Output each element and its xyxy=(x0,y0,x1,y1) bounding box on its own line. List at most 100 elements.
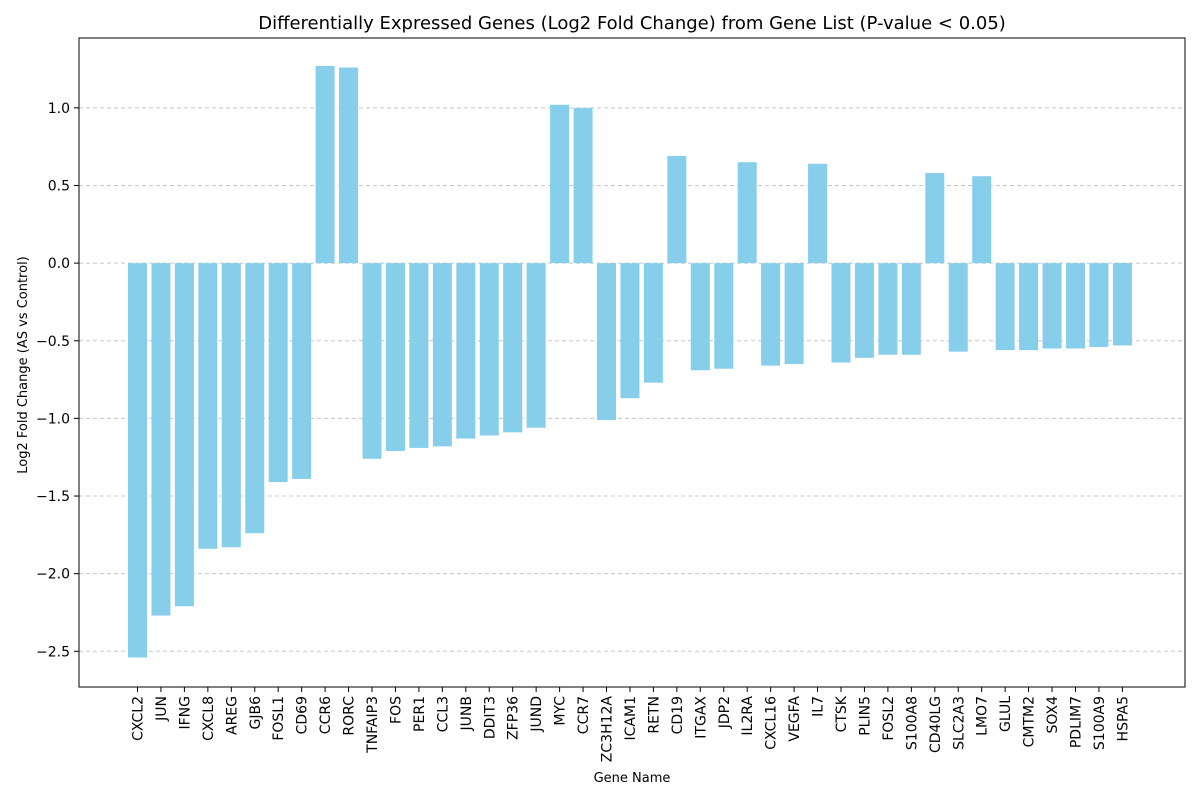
bar-ifng xyxy=(174,263,194,607)
bar-plin5 xyxy=(854,263,874,358)
y-axis-ticks: −2.5 −2.0 −1.5 −1.0 −0.5 0.0 0.5 1.0 xyxy=(36,101,79,660)
x-tick-label: MYC xyxy=(553,696,569,726)
x-tick-label: TNFAIP3 xyxy=(365,696,381,754)
x-tick-label: ZFP36 xyxy=(506,696,522,740)
y-axis-label: Log2 Fold Change (AS vs Control) xyxy=(16,256,31,474)
x-axis-ticks: CXCL2 JUN IFNG CXCL8 AREG GJB6 FOSL1 CD69 CCR6 RO… xyxy=(131,687,1131,763)
bar-cd19 xyxy=(667,156,687,264)
x-tick-label: GJB6 xyxy=(248,696,264,730)
y-tick-label: 0.5 xyxy=(48,179,70,195)
x-tick-label: ITGAX xyxy=(693,696,709,739)
bar-fosl1 xyxy=(268,263,288,483)
bar-cd40lg xyxy=(925,173,945,264)
bar-myc xyxy=(550,104,570,264)
bar-ccr7 xyxy=(573,107,593,264)
bar-retn xyxy=(643,263,663,383)
x-tick-label: CCR6 xyxy=(318,696,334,734)
bar-ctsk xyxy=(831,263,851,363)
bar-sox4 xyxy=(1042,263,1062,349)
bar-tnfaip3 xyxy=(362,263,382,459)
x-tick-label: HSPA5 xyxy=(1115,696,1131,741)
bar-hspa5 xyxy=(1112,263,1132,346)
x-tick-label: FOSL1 xyxy=(271,696,287,741)
bar-cxcl16 xyxy=(761,263,781,366)
bar-jun xyxy=(151,263,171,616)
bar-zfp36 xyxy=(503,263,523,433)
bar-icam1 xyxy=(620,263,640,399)
x-tick-label: CXCL8 xyxy=(201,696,217,741)
x-tick-label: CXCL2 xyxy=(131,696,147,741)
bar-glul xyxy=(995,263,1015,351)
y-tick-label: −2.5 xyxy=(36,644,70,660)
bar-lmo7 xyxy=(972,176,992,264)
y-tick-label: 1.0 xyxy=(48,101,70,117)
bar-gjb6 xyxy=(245,263,265,534)
bar-ccl3 xyxy=(432,263,452,447)
x-tick-label: CTSK xyxy=(834,695,850,732)
x-tick-label: CD40LG xyxy=(928,696,944,753)
bar-cxcl8 xyxy=(198,263,218,549)
x-tick-label: S100A8 xyxy=(904,696,920,750)
x-tick-label: CXCL16 xyxy=(764,696,780,750)
bar-ddit3 xyxy=(479,263,499,436)
x-tick-label: SOX4 xyxy=(1045,696,1061,734)
x-tick-label: RETN xyxy=(646,696,662,734)
x-tick-label: AREG xyxy=(224,696,240,735)
y-tick-label: −1.0 xyxy=(36,411,70,427)
y-tick-label: −1.5 xyxy=(36,489,70,505)
bar-zc3h12a xyxy=(597,263,616,420)
bar-cxcl2 xyxy=(128,263,147,658)
x-tick-label: CD19 xyxy=(670,696,686,734)
bar-rorc xyxy=(339,67,359,264)
bar-il2ra xyxy=(737,162,757,264)
x-tick-label: CCL3 xyxy=(435,696,451,732)
y-tick-label: −2.0 xyxy=(36,567,70,583)
x-tick-label: JDP2 xyxy=(717,696,733,729)
x-axis-label: Gene Name xyxy=(594,771,671,786)
x-tick-label: VEGFA xyxy=(787,696,803,742)
bar-itgax xyxy=(690,263,710,371)
x-tick-label: SLC2A3 xyxy=(951,696,967,750)
y-tick-label: 0.0 xyxy=(48,256,70,272)
bar-cmtm2 xyxy=(1019,263,1039,351)
bar-cd69 xyxy=(292,263,312,479)
x-tick-label: DDIT3 xyxy=(482,696,498,739)
bar-ccr6 xyxy=(315,65,335,264)
x-tick-label: FOS xyxy=(388,696,404,724)
bar-il7 xyxy=(808,163,828,264)
plot-frame xyxy=(78,37,1186,688)
x-tick-label: CMTM2 xyxy=(1022,696,1038,747)
bars xyxy=(128,65,1132,658)
bar-slc2a3 xyxy=(948,263,968,352)
x-tick-label: JUNB xyxy=(459,696,475,731)
x-tick-label: CCR7 xyxy=(576,696,592,734)
bar-areg xyxy=(221,263,241,548)
x-tick-label: LMO7 xyxy=(975,696,991,736)
x-tick-label: FOSL2 xyxy=(881,696,897,741)
bar-jdp2 xyxy=(714,263,734,369)
x-tick-label: JUN xyxy=(154,696,170,722)
bar-junb xyxy=(456,263,476,439)
x-tick-label: CD69 xyxy=(295,696,311,734)
chart-title: Differentially Expressed Genes (Log2 Fol… xyxy=(258,13,1006,34)
x-tick-label: JUND xyxy=(529,696,545,733)
bar-fosl2 xyxy=(878,263,898,355)
x-tick-label: S100A9 xyxy=(1092,696,1108,750)
bar-s100a8 xyxy=(901,263,921,355)
bar-s100a9 xyxy=(1089,263,1109,347)
x-tick-label: PLIN5 xyxy=(857,696,873,736)
x-tick-label: ZC3H12A xyxy=(600,696,616,763)
x-tick-label: ICAM1 xyxy=(623,696,639,740)
x-tick-label: IFNG xyxy=(177,696,193,730)
bar-pdlim7 xyxy=(1066,263,1085,349)
bar-vegfa xyxy=(784,263,804,365)
x-tick-label: PDLIM7 xyxy=(1069,696,1085,748)
x-tick-label: IL2RA xyxy=(740,696,756,736)
bar-per1 xyxy=(409,263,429,448)
x-tick-label: IL7 xyxy=(811,696,827,717)
y-tick-label: −0.5 xyxy=(36,334,70,350)
x-tick-label: RORC xyxy=(342,696,358,736)
x-tick-label: GLUL xyxy=(998,696,1014,732)
bar-jund xyxy=(526,263,546,428)
